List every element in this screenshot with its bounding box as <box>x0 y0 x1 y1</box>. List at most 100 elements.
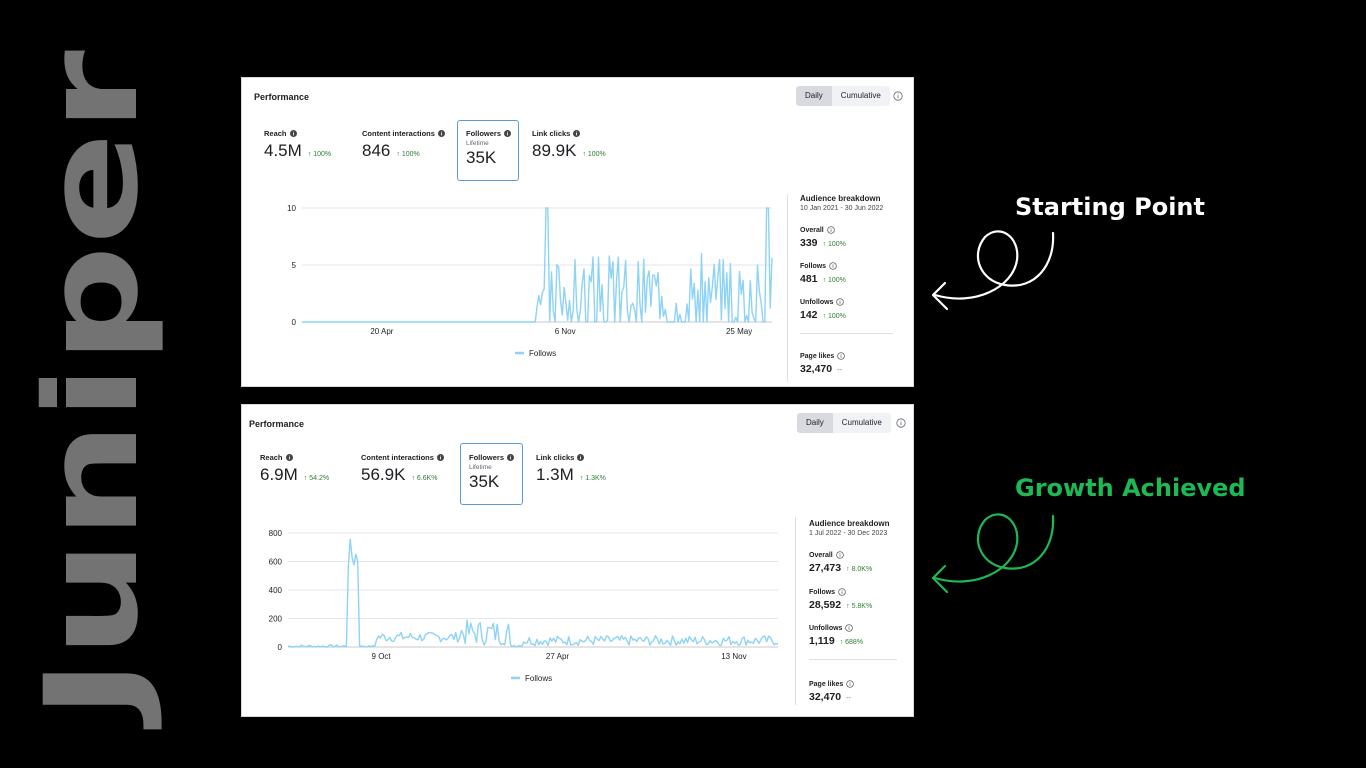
y-tick-label: 600 <box>269 558 283 567</box>
info-icon[interactable] <box>893 91 903 101</box>
stat-overall: Overall 27,473 ↑ 8.0K% <box>809 551 872 574</box>
metric-value: 35K <box>469 472 500 491</box>
series-line-follows <box>302 207 773 323</box>
info-icon[interactable] <box>836 298 845 306</box>
metric-change: ↑ 1.3K% <box>579 475 606 482</box>
y-tick-label: 10 <box>287 204 296 213</box>
stat-change: ↑ 688% <box>839 639 864 646</box>
stat-change: ↑ 100% <box>822 277 846 284</box>
info-icon[interactable] <box>845 624 854 632</box>
metric-value: 89.9K <box>532 141 577 160</box>
metric-label: Content interactions <box>361 453 434 462</box>
metric-reach[interactable]: Reach 6.9M ↑ 54.2% <box>260 453 329 485</box>
metric-followers-selected[interactable] <box>460 443 523 505</box>
audience-dates: 1 Jul 2022 - 30 Dec 2023 <box>809 530 888 537</box>
cumulative-button[interactable]: Cumulative <box>831 86 890 106</box>
info-icon[interactable] <box>827 226 835 234</box>
audience-breakdown: Audience breakdown 1 Jul 2022 - 30 Dec 2… <box>809 519 909 709</box>
stat-label: Page likes <box>800 352 835 360</box>
info-icon[interactable] <box>836 551 844 559</box>
stat-value: 142 <box>800 309 818 321</box>
stat-change: ↑ 100% <box>822 241 846 248</box>
cumulative-button[interactable]: Cumulative <box>832 413 891 433</box>
metric-followers-selected[interactable] <box>457 120 519 181</box>
metric-followers[interactable]: Followers Lifetime 35K <box>469 453 515 492</box>
metric-label: Reach <box>260 453 283 462</box>
stat-label: Overall <box>800 226 824 234</box>
info-icon[interactable] <box>838 588 846 596</box>
metric-reach[interactable]: Reach 4.5M ↑ 100% <box>264 129 331 161</box>
metric-change: ↑ 54.2% <box>303 475 330 482</box>
y-tick-label: 5 <box>292 261 297 270</box>
metric-change: ↑ 100% <box>396 151 420 158</box>
stat-label: Follows <box>800 262 827 270</box>
stat-value: 481 <box>800 273 818 285</box>
brand-wordmark: Juniper <box>26 50 166 730</box>
info-icon[interactable] <box>846 680 854 688</box>
view-toggle: Daily Cumulative <box>797 413 891 433</box>
info-icon[interactable] <box>837 352 845 360</box>
y-tick-label: 0 <box>278 643 283 652</box>
performance-panel-growth: Performance Daily Cumulative Reach 6.9M ↑… <box>241 404 914 717</box>
divider <box>800 333 893 334</box>
audience-title: Audience breakdown <box>800 194 881 203</box>
curly-arrow-icon <box>931 513 1055 594</box>
metric-label: Content interactions <box>362 129 435 138</box>
metric-link-clicks[interactable]: Link clicks 1.3M ↑ 1.3K% <box>536 453 606 485</box>
daily-button[interactable]: Daily <box>797 413 833 433</box>
follows-chart: 0 200 400 600 800 9 Oct 27 Apr 13 Nov Follows <box>269 529 779 683</box>
metric-sublabel: Lifetime <box>469 464 492 471</box>
stat-label: Page likes <box>809 680 844 688</box>
panel-title: Performance <box>254 92 310 102</box>
stat-label: Overall <box>809 551 833 559</box>
metric-followers[interactable]: Followers Lifetime 35K <box>466 129 512 168</box>
info-icon <box>285 454 293 461</box>
brand-text: Juniper <box>26 50 166 730</box>
info-icon <box>437 130 445 137</box>
metric-label: Link clicks <box>532 129 571 138</box>
metric-content-interactions[interactable]: Content interactions 846 ↑ 100% <box>362 129 445 161</box>
curly-arrow-icon <box>931 230 1055 311</box>
metric-sublabel: Lifetime <box>466 140 489 147</box>
stat-value: 1,119 <box>809 635 835 647</box>
info-icon[interactable] <box>896 418 906 428</box>
metric-value: 56.9K <box>361 465 406 484</box>
y-tick-label: 200 <box>269 615 283 624</box>
info-icon <box>289 130 297 137</box>
stat-value: 28,592 <box>809 599 842 611</box>
panel-title: Performance <box>249 419 305 429</box>
metric-label: Followers <box>469 453 505 462</box>
follows-chart: 0 5 10 20 Apr 6 Nov 25 May Follows <box>287 204 773 358</box>
metric-link-clicks[interactable]: Link clicks 89.9K ↑ 100% <box>532 129 606 161</box>
y-tick-label: 400 <box>269 586 283 595</box>
info-icon <box>436 454 444 461</box>
metric-label: Reach <box>264 129 287 138</box>
x-tick-label: 20 Apr <box>370 327 393 336</box>
callout-growth-achieved: Growth Achieved <box>1015 474 1246 502</box>
stat-label: Follows <box>809 588 836 596</box>
stat-change: ↑ 8.0K% <box>846 566 873 573</box>
stat-value: 339 <box>800 237 818 249</box>
stat-follows: Follows 481 ↑ 100% <box>800 262 846 285</box>
stat-label: Unfollows <box>809 624 843 632</box>
daily-button[interactable]: Daily <box>796 86 832 106</box>
metric-change: ↑ 100% <box>307 151 332 158</box>
info-icon <box>577 454 585 461</box>
metric-value: 4.5M <box>264 141 302 160</box>
stat-value: 32,470 <box>800 363 833 375</box>
performance-panel-starting: Performance Daily Cumulative Reach 4.5M ↑… <box>241 77 914 387</box>
x-tick-label: 27 Apr <box>546 652 569 661</box>
metric-content-interactions[interactable]: Content interactions 56.9K ↑ 6.6K% <box>361 453 444 485</box>
metric-label: Followers <box>466 129 502 138</box>
stat-change: -- <box>846 695 851 702</box>
metric-value: 35K <box>466 148 497 167</box>
info-icon[interactable] <box>829 262 837 270</box>
stat-page-likes: Page likes 32,470 -- <box>809 680 854 703</box>
x-tick-label: 9 Oct <box>372 652 392 661</box>
x-tick-label: 25 May <box>726 327 752 336</box>
y-tick-label: 800 <box>269 529 283 538</box>
stat-overall: Overall 339 ↑ 100% <box>800 226 846 249</box>
stat-change: ↑ 5.8K% <box>846 603 873 610</box>
x-tick-label: 6 Nov <box>555 327 576 336</box>
audience-title: Audience breakdown <box>809 519 890 528</box>
